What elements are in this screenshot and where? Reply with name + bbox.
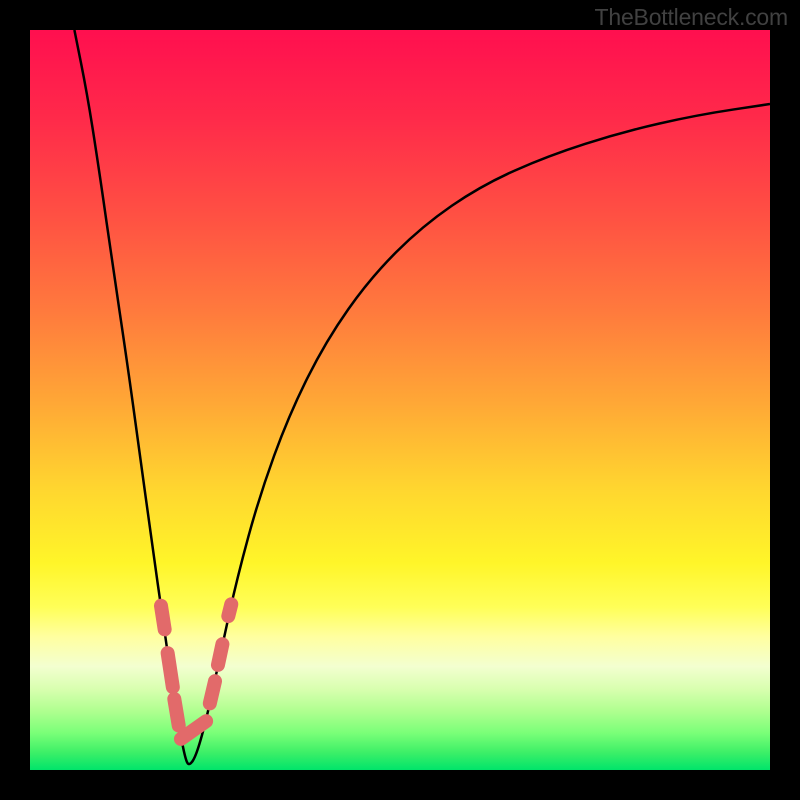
chart-frame: TheBottleneck.com <box>0 0 800 800</box>
overlay-marker <box>218 644 222 665</box>
overlay-marker <box>210 681 215 703</box>
overlay-marker <box>228 604 231 616</box>
chart-svg <box>30 30 770 770</box>
chart-plot-area <box>30 30 770 770</box>
watermark-text: TheBottleneck.com <box>595 4 788 31</box>
overlay-marker <box>161 606 165 630</box>
overlay-marker <box>168 653 173 687</box>
overlay-marker <box>174 699 178 726</box>
chart-background <box>30 30 770 770</box>
